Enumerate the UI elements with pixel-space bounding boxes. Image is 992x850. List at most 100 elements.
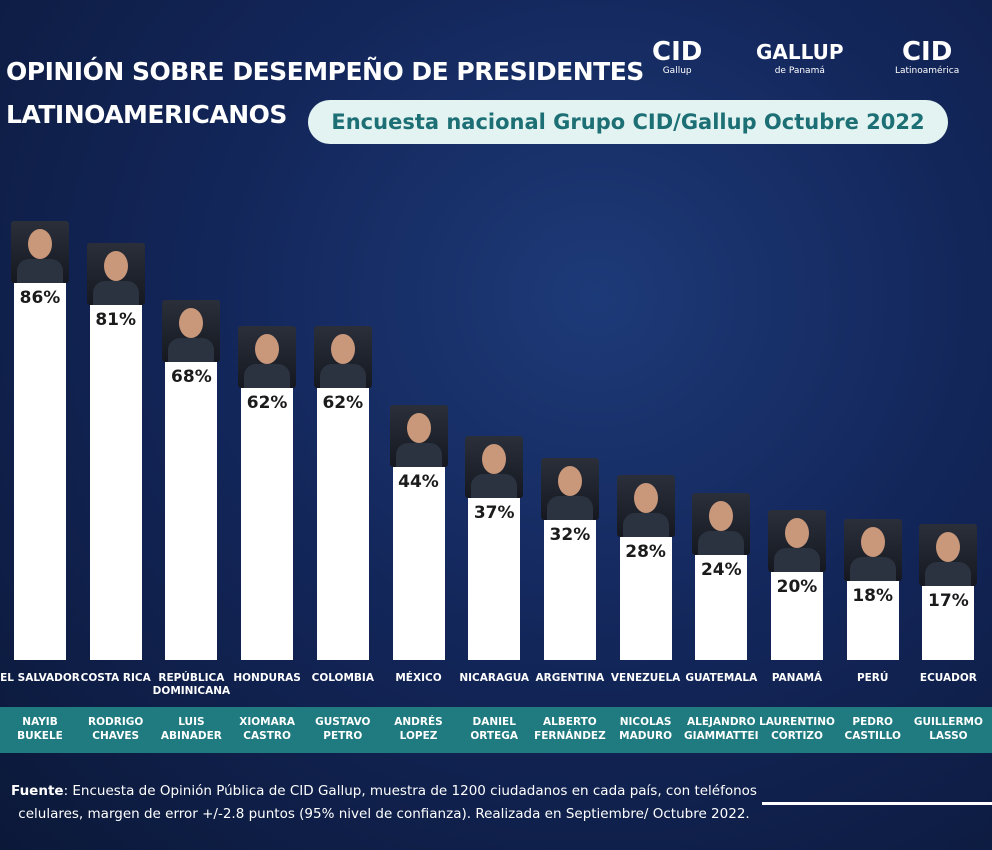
portrait-body (698, 530, 745, 555)
president-name: NICOLAS MADURO (619, 716, 672, 742)
logo-sub: Latinoamérica (895, 66, 960, 76)
logo-sub: de Panamá (774, 66, 825, 76)
subtitle: Encuesta nacional Grupo CID/Gallup Octub… (308, 100, 948, 144)
value-label: 62% (246, 393, 288, 414)
president-name: ANDRÉS LOPEZ (394, 716, 443, 742)
portrait-body (17, 259, 63, 284)
portrait-face (103, 251, 128, 282)
president-name: ALBERTO FERNÁNDEZ (534, 716, 606, 742)
portrait (11, 221, 69, 284)
portrait (465, 435, 524, 498)
portrait (692, 492, 751, 555)
portrait (843, 519, 902, 582)
bar (241, 388, 294, 660)
president-name: LAURENTINO CORTIZO (759, 716, 835, 742)
logo: CID Gallup (652, 38, 702, 76)
name-band (0, 707, 992, 753)
value-label: 18% (852, 586, 894, 607)
portrait-body (244, 364, 291, 389)
value-label: 24% (700, 559, 742, 580)
value-label: 62% (322, 393, 364, 414)
portrait-face (255, 334, 280, 365)
portrait-body (622, 513, 669, 538)
portrait (540, 457, 599, 520)
president-name: LUIS ABINADER (160, 716, 222, 742)
portrait (162, 300, 221, 363)
portrait-body (168, 338, 215, 363)
value-label: 17% (928, 590, 969, 611)
president-name: PEDRO CASTILLO (844, 716, 901, 742)
bar (619, 537, 672, 660)
portrait-body (471, 473, 518, 498)
bar (89, 305, 142, 660)
value-label: 20% (776, 577, 818, 598)
president-name: XIOMARA CASTRO (239, 716, 295, 742)
x-tick-label: VENEZUELA (610, 672, 681, 684)
bar (771, 572, 823, 660)
divider (762, 802, 992, 805)
value-label: 32% (549, 524, 591, 545)
portrait-face (785, 518, 809, 549)
portrait-body (319, 364, 366, 389)
source-text: : Encuesta de Opinión Pública de CID Gal… (18, 783, 757, 822)
portrait-face (330, 334, 355, 365)
bar (14, 283, 66, 660)
portrait-face (179, 308, 204, 339)
president-name: ALEJANDRO GIAMMATTEI (684, 716, 759, 742)
value-label: 37% (473, 502, 515, 523)
portrait-face (633, 483, 658, 514)
logo: GALLUP de Panamá (756, 38, 844, 76)
portrait (313, 326, 372, 389)
portrait-face (709, 500, 734, 531)
value-label: 44% (398, 472, 439, 493)
logo: CID Latinoamérica (895, 38, 959, 76)
bar (468, 497, 521, 660)
logo-text: CID (652, 37, 703, 67)
portrait (86, 243, 145, 306)
value-label: 68% (171, 367, 212, 388)
x-tick-label: HONDURAS (233, 672, 301, 684)
bar (165, 362, 218, 660)
portrait-face (557, 465, 582, 496)
source: Fuente: Encuesta de Opinión Pública de C… (4, 780, 764, 826)
logo-text: CID (901, 37, 953, 67)
portrait-body (849, 557, 896, 582)
president-name: GUILLERMO LASSO (913, 716, 983, 742)
logo-sub: Gallup (662, 66, 692, 76)
bar (392, 467, 445, 660)
portrait-face (406, 413, 431, 444)
x-tick-label: COSTA RICA (80, 672, 151, 684)
portrait-face (482, 443, 507, 474)
x-tick-label: NICARAGUA (459, 672, 530, 684)
portrait-body (925, 561, 972, 586)
x-tick-label: COLOMBIA (311, 672, 374, 684)
source-label: Fuente (11, 783, 64, 799)
x-tick-label: PANAMÁ (771, 672, 823, 684)
president-name: DANIEL ORTEGA (470, 716, 518, 742)
portrait-face (860, 527, 885, 558)
logo-text: GALLUP (756, 40, 844, 64)
portrait (919, 523, 978, 586)
x-tick-label: ARGENTINA (535, 672, 605, 684)
portrait-face (936, 531, 961, 562)
portrait (238, 326, 297, 389)
x-tick-label: PERÚ (856, 672, 889, 684)
portrait (768, 510, 826, 573)
portrait-body (774, 548, 820, 573)
bar (922, 585, 975, 660)
bar (543, 519, 596, 660)
portrait-body (92, 281, 139, 306)
title: OPINIÓN SOBRE DESEMPEÑO DE PRESIDENTES L… (6, 57, 644, 129)
x-tick-label: REPÚBLICA DOMINICANA (152, 672, 231, 697)
bar (316, 388, 369, 660)
value-label: 86% (19, 288, 61, 309)
president-name: RODRIGO CHAVES (88, 716, 144, 742)
x-tick-label: ECUADOR (919, 672, 977, 684)
bar (846, 581, 899, 660)
x-tick-label: EL SALVADOR (0, 672, 80, 684)
portrait (389, 405, 448, 468)
x-tick-label: MÉXICO (395, 672, 442, 684)
portrait-face (28, 229, 52, 260)
value-label: 28% (625, 542, 666, 563)
